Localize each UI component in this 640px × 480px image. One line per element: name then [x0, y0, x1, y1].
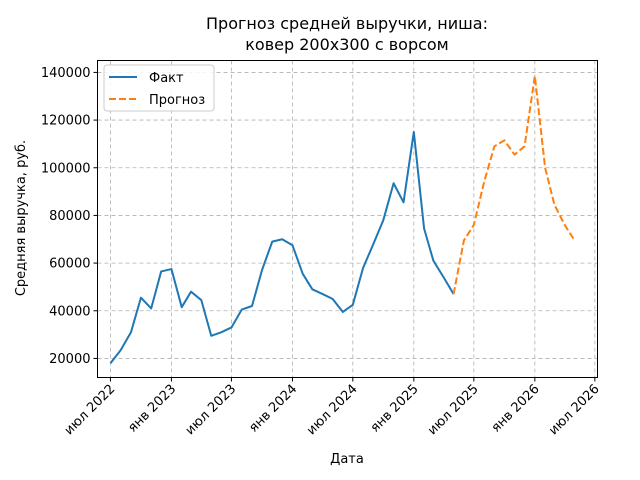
data-point [382, 219, 384, 221]
data-point [170, 268, 172, 270]
y-tick-label: 60000 [49, 257, 90, 272]
data-point [130, 331, 132, 333]
grid [97, 60, 598, 378]
data-point [513, 153, 515, 155]
chart-title-line-2: ковер 200х300 с ворсом [245, 35, 449, 54]
data-point [483, 181, 485, 183]
data-point [200, 299, 202, 301]
data-point [452, 293, 454, 295]
data-point [432, 260, 434, 262]
data-point [160, 270, 162, 272]
data-point [553, 203, 555, 205]
data-point [181, 306, 183, 308]
data-point [442, 276, 444, 278]
data-point [463, 239, 465, 241]
data-point [573, 239, 575, 241]
data-point [150, 307, 152, 309]
data-point [331, 298, 333, 300]
chart-title-line-1: Прогноз средней выручки, ниша: [206, 14, 488, 33]
y-axis-ticks: 20000 40000 60000 80000 100000 120000 140000 [41, 66, 98, 367]
data-point [362, 267, 364, 269]
data-point [563, 224, 565, 226]
data-point [413, 131, 415, 133]
data-point [544, 167, 546, 169]
data-point [109, 362, 111, 364]
data-point [311, 288, 313, 290]
data-point [302, 273, 304, 275]
y-tick-label: 120000 [41, 114, 91, 129]
data-point [210, 335, 212, 337]
data-point [523, 145, 525, 147]
y-tick-label: 80000 [49, 209, 90, 224]
data-point [473, 224, 475, 226]
data-point [261, 269, 263, 271]
data-point [271, 240, 273, 242]
data-point [392, 182, 394, 184]
data-point [402, 201, 404, 203]
data-point [220, 331, 222, 333]
y-tick-label: 100000 [41, 161, 91, 176]
data-point [423, 227, 425, 229]
data-point [230, 326, 232, 328]
data-point [281, 238, 283, 240]
data-point [241, 308, 243, 310]
data-point [190, 290, 192, 292]
data-point [120, 349, 122, 351]
data-point [291, 244, 293, 246]
legend-label-fact: Факт [149, 71, 184, 86]
series-line-fact [109, 131, 455, 364]
data-point [493, 145, 495, 147]
y-axis-label: Средняя выручка, руб. [14, 140, 29, 296]
y-tick-label: 140000 [41, 66, 91, 81]
y-tick-label: 20000 [49, 352, 90, 367]
data-point [372, 243, 374, 245]
data-point [321, 293, 323, 295]
data-point [342, 311, 344, 313]
data-point [534, 75, 536, 77]
data-point [503, 139, 505, 141]
plot-frame [97, 60, 598, 378]
series-lines [109, 74, 576, 364]
legend-label-forecast: Прогноз [149, 93, 205, 108]
series-line-forecast [452, 74, 576, 295]
data-point [140, 296, 142, 298]
y-tick-label: 40000 [49, 304, 90, 319]
x-axis-label: Дата [330, 452, 364, 467]
data-point [352, 304, 354, 306]
legend: Факт Прогноз [103, 64, 215, 112]
data-point [251, 305, 253, 307]
